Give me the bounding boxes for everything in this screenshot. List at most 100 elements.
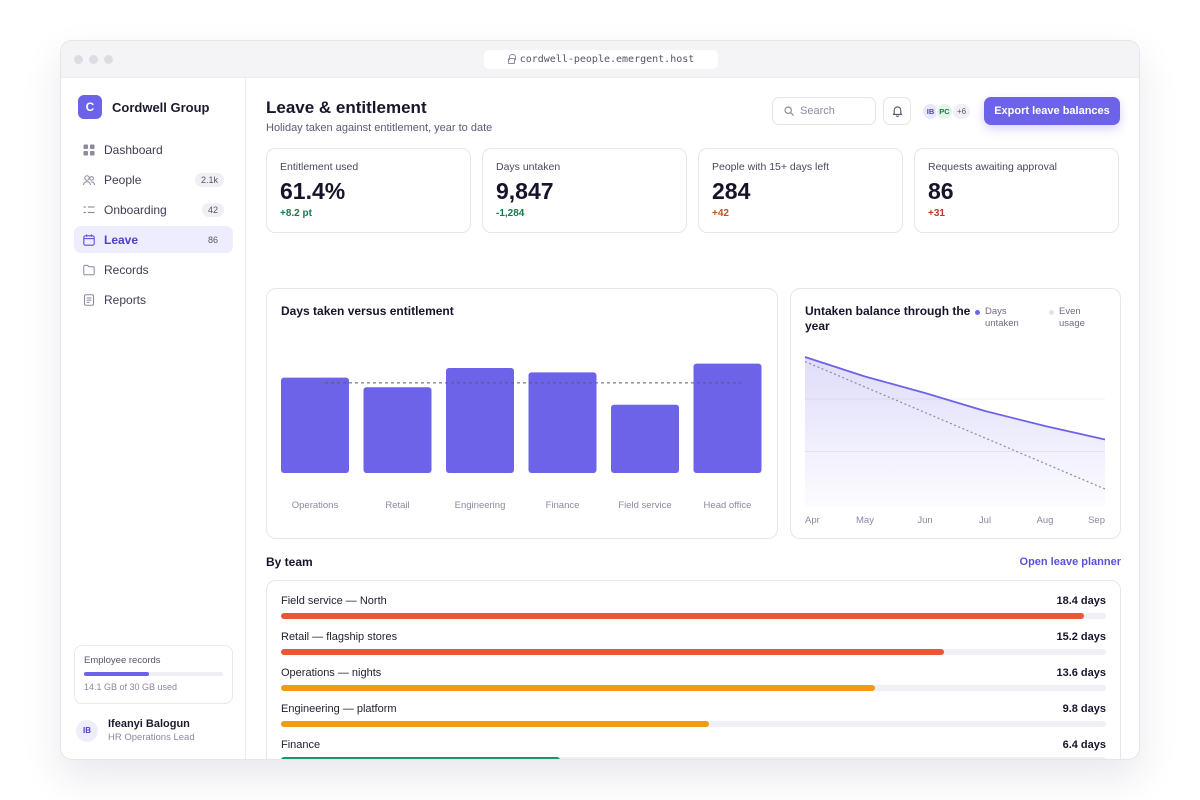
storage-track: [84, 672, 223, 676]
users-icon: [83, 174, 95, 186]
sidebar-item-reports[interactable]: Reports: [74, 286, 233, 313]
document-icon: [83, 293, 95, 306]
sidebar-item-label: Reports: [104, 292, 147, 307]
sidebar-item-badge: 2.1k: [194, 173, 224, 187]
x-tick-label: Operations: [292, 500, 339, 511]
x-tick-label: May: [856, 515, 874, 526]
team-name: Finance: [281, 739, 321, 751]
kpi-value: 284: [712, 178, 751, 204]
brand[interactable]: C Cordwell Group: [78, 95, 210, 119]
current-user[interactable]: IB Ifeanyi Balogun HR Operations Lead: [76, 718, 195, 743]
area-chart-card: Untaken balance through the year Days un…: [790, 288, 1121, 539]
bar-retail[interactable]: [363, 387, 432, 473]
team-row[interactable]: Engineering — platform 9.8 days: [281, 703, 1106, 733]
storage-title: Employee records: [84, 655, 161, 666]
sidebar: C Cordwell Group Dashboard People 2.1k Onbo…: [61, 78, 246, 759]
team-bar-track: [281, 721, 1106, 727]
legend-label: Days untaken: [985, 306, 1019, 329]
team-row[interactable]: Field service — North 18.4 days: [281, 595, 1106, 625]
x-tick-label: Retail: [385, 500, 409, 511]
collaborator-avatars[interactable]: IB PC +6: [922, 102, 972, 120]
window-maximize-dot[interactable]: [104, 55, 113, 64]
x-tick-label: Head office: [704, 500, 752, 511]
folder-icon: [83, 264, 95, 276]
avatar[interactable]: PC: [936, 102, 953, 120]
brand-name: Cordwell Group: [112, 99, 210, 115]
team-row[interactable]: Retail — flagship stores 15.2 days: [281, 631, 1106, 661]
team-name: Engineering — platform: [281, 703, 397, 715]
window-close-dot[interactable]: [74, 55, 83, 64]
sidebar-item-label: Records: [104, 262, 149, 277]
bar-chart-card: Days taken versus entitlement Operations…: [266, 288, 778, 539]
days-untaken-area: [805, 357, 1105, 507]
address-bar[interactable]: cordwell-people.emergent.host: [484, 50, 718, 69]
kpi-value: 86: [928, 178, 954, 204]
team-bar-track: [281, 649, 1106, 655]
kpi-delta: +8.2 pt: [280, 208, 312, 219]
sidebar-item-people[interactable]: People 2.1k: [74, 166, 233, 193]
sidebar-item-onboarding[interactable]: Onboarding 42: [74, 196, 233, 223]
team-bar-fill: [281, 685, 875, 691]
bar-finance[interactable]: [528, 372, 597, 473]
x-tick-label: Field service: [618, 500, 671, 511]
area-chart: Apr May Jun Jul Aug Sep: [804, 356, 1106, 526]
bar-field-service[interactable]: [611, 404, 679, 473]
by-team-title: By team: [266, 555, 313, 569]
legend-days-untaken: Days untaken: [975, 306, 1035, 330]
sidebar-nav: Dashboard People 2.1k Onboarding 42 Leave 86 Re…: [74, 136, 233, 316]
team-bar-fill: [281, 757, 561, 759]
sidebar-item-badge: 42: [201, 203, 224, 217]
search-input[interactable]: Search: [772, 97, 876, 125]
kpi-card: Days untaken 9,847 -1,284: [482, 148, 687, 233]
team-row[interactable]: Operations — nights 13.6 days: [281, 667, 1106, 697]
x-tick-label: Sep: [1088, 515, 1105, 526]
team-row[interactable]: Finance 6.4 days: [281, 739, 1106, 759]
notifications-button[interactable]: [883, 97, 911, 125]
x-tick-label: Aug: [1037, 515, 1054, 526]
sidebar-item-dashboard[interactable]: Dashboard: [74, 136, 233, 163]
legend-swatch-even-usage: [1049, 310, 1054, 315]
kpi-card: Entitlement used 61.4% +8.2 pt: [266, 148, 471, 233]
legend-swatch-days-untaken: [975, 310, 980, 315]
storage-widget: Employee records 14.1 GB of 30 GB used: [74, 645, 233, 704]
kpi-delta: +31: [928, 208, 945, 219]
days-untaken-line[interactable]: [804, 356, 1106, 441]
legend-label: Even usage: [1059, 306, 1085, 329]
avatar: IB: [76, 719, 98, 742]
main-content: Leave & entitlement Holiday taken agains…: [246, 78, 1139, 759]
lock-icon: [507, 53, 516, 64]
kpi-value: 9,847: [496, 178, 554, 204]
browser-window: cordwell-people.emergent.host C Cordwell…: [60, 40, 1140, 760]
team-bar-fill: [281, 721, 709, 727]
list-icon: [83, 204, 95, 216]
bar-engineering[interactable]: [446, 368, 514, 473]
kpi-card: Requests awaiting approval 86 +31: [914, 148, 1119, 233]
team-bar-track: [281, 757, 1106, 759]
sidebar-item-label: People: [104, 172, 142, 187]
sidebar-item-records[interactable]: Records: [74, 256, 233, 283]
area-chart-title: Untaken balance through the year: [805, 304, 971, 333]
kpi-value: 61.4%: [280, 178, 346, 204]
kpi-label: Days untaken: [496, 161, 561, 173]
team-days-value: 13.6 days: [1056, 667, 1106, 679]
window-minimize-dot[interactable]: [89, 55, 98, 64]
brand-logo: C: [78, 95, 102, 119]
team-name: Operations — nights: [281, 667, 382, 679]
open-leave-planner-link[interactable]: Open leave planner: [1019, 556, 1121, 568]
more-avatars-badge[interactable]: +6: [952, 102, 972, 120]
bar-head-office[interactable]: [693, 363, 762, 473]
team-name: Field service — North: [281, 595, 387, 607]
search-placeholder: Search: [800, 105, 835, 117]
team-days-value: 6.4 days: [1062, 739, 1106, 751]
calendar-icon: [83, 233, 95, 246]
team-name: Retail — flagship stores: [281, 631, 398, 643]
storage-fill: [84, 672, 150, 676]
kpi-delta: -1,284: [496, 208, 525, 219]
sidebar-item-label: Onboarding: [104, 202, 167, 217]
bar-chart: Operations Retail Engineering Finance Field …: [281, 363, 762, 511]
sidebar-item-leave[interactable]: Leave 86: [74, 226, 233, 253]
export-leave-balances-button[interactable]: Export leave balances: [984, 97, 1120, 125]
bell-icon: [892, 106, 902, 117]
kpi-delta: +42: [712, 208, 729, 219]
bar-operations[interactable]: [281, 377, 349, 473]
